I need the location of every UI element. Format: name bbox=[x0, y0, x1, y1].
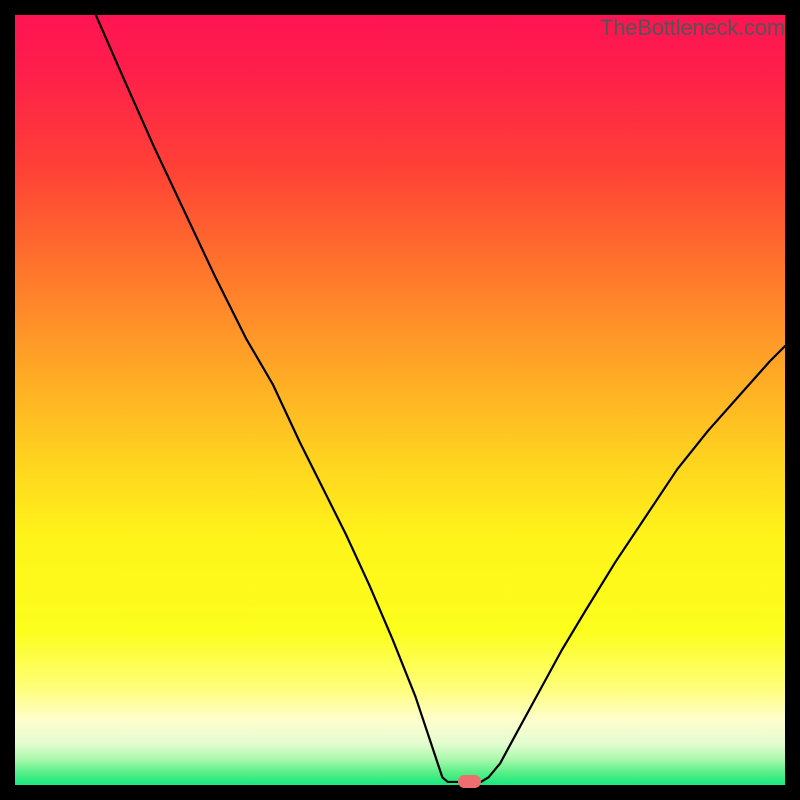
chart-frame: TheBottleneck.com bbox=[0, 0, 800, 800]
bottleneck-curve bbox=[15, 15, 785, 785]
plot-area: TheBottleneck.com bbox=[15, 15, 785, 785]
sweet-spot-marker bbox=[458, 775, 481, 788]
watermark-text: TheBottleneck.com bbox=[600, 15, 785, 41]
